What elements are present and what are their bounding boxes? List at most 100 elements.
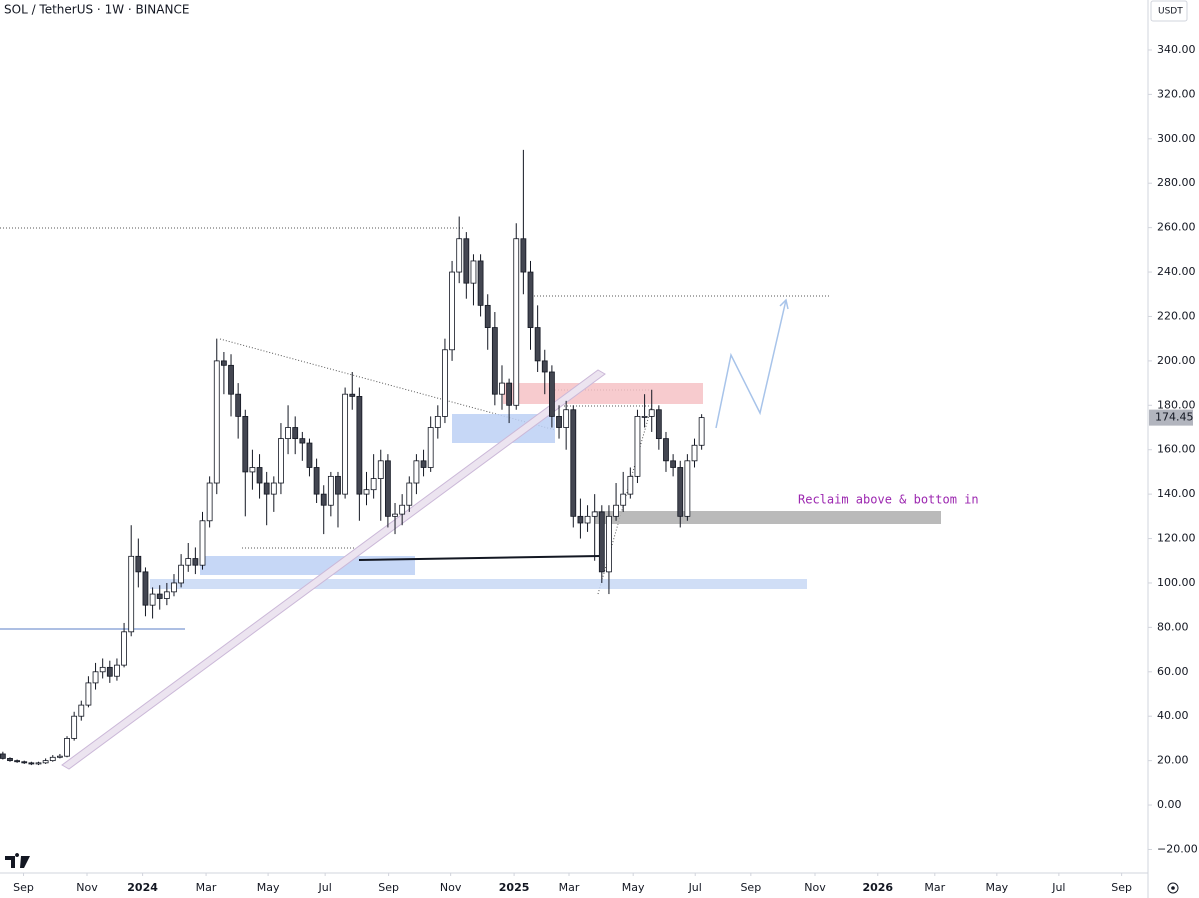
candle-body — [242, 416, 249, 473]
x-tick-label: Nov — [440, 881, 462, 894]
x-tick-label: Jul — [318, 881, 332, 894]
candle-body — [285, 427, 291, 440]
candle-body — [92, 671, 99, 684]
candle-body — [21, 761, 28, 764]
y-tick-label: 200.00 — [1157, 354, 1196, 367]
x-tick-label: Nov — [804, 881, 826, 894]
candle-body — [570, 409, 577, 517]
x-tick-label: Jul — [1051, 881, 1065, 894]
tradingview-logo — [5, 853, 30, 868]
candle-body — [256, 467, 263, 484]
y-tick-label: 220.00 — [1157, 309, 1196, 322]
y-tick-label: 320.00 — [1157, 87, 1196, 100]
x-tick-label: 2025 — [499, 881, 530, 894]
x-tick-label: Nov — [76, 881, 98, 894]
candle-body — [121, 631, 127, 666]
candle-body — [606, 515, 612, 573]
candle-body — [320, 493, 327, 506]
y-tick-label: 280.00 — [1157, 176, 1196, 189]
candle-body — [399, 504, 406, 515]
candle-body — [64, 738, 70, 757]
y-tick-label: 120.00 — [1157, 532, 1196, 545]
candle-body — [377, 460, 384, 479]
settings-icon-dot — [1171, 886, 1175, 890]
axis-unit-box — [1150, 0, 1188, 22]
candle-body — [634, 416, 641, 477]
candle-body — [556, 416, 562, 428]
candle-body — [477, 260, 484, 306]
candle-body — [7, 758, 13, 762]
candle-body — [114, 664, 120, 677]
candle-body — [270, 482, 277, 495]
candle-body — [541, 360, 548, 373]
candle-body — [278, 438, 284, 484]
candle-body — [591, 511, 598, 517]
candle-body — [57, 755, 63, 758]
candle-body — [71, 715, 78, 739]
candle-body — [506, 382, 513, 406]
candle-body — [35, 762, 42, 765]
candle-body — [342, 393, 349, 495]
settings-icon[interactable] — [1167, 882, 1179, 894]
last-price-label: 174.45 — [1155, 411, 1194, 424]
candle-body — [263, 482, 270, 495]
candle-body — [142, 571, 149, 606]
candle-body — [178, 564, 185, 584]
candle-body — [663, 438, 669, 462]
y-tick-label: 160.00 — [1157, 443, 1196, 456]
candle-body — [434, 416, 441, 428]
candle-body — [220, 360, 227, 366]
candle-body — [613, 504, 619, 517]
x-tick-label: 2026 — [862, 881, 893, 894]
candle-body — [327, 475, 334, 506]
candle-body — [427, 427, 434, 468]
candle-body — [78, 704, 85, 717]
candle-body — [484, 304, 491, 328]
candle-body — [292, 427, 299, 440]
candle-body — [228, 364, 234, 395]
x-tick-label: Sep — [13, 881, 34, 894]
candle-body — [641, 416, 648, 418]
candle-body — [577, 515, 584, 524]
candle-body — [449, 271, 455, 351]
candle-body — [42, 760, 49, 764]
candle-body — [513, 238, 520, 406]
x-tick-label: Jul — [688, 881, 702, 894]
x-tick-label: May — [622, 881, 645, 894]
y-tick-label: 240.00 — [1157, 265, 1196, 278]
y-tick-label: 140.00 — [1157, 487, 1196, 500]
candle-body — [171, 582, 177, 593]
candle-body — [520, 238, 527, 273]
candle-body — [456, 238, 463, 273]
candle-body — [463, 238, 470, 284]
y-tick-label: 60.00 — [1157, 665, 1189, 678]
candle-body — [85, 682, 92, 706]
candle-body — [99, 666, 106, 673]
candle-body — [648, 409, 655, 417]
candle-body — [106, 666, 113, 677]
candle-body — [598, 511, 605, 573]
y-tick-label: 80.00 — [1157, 620, 1189, 633]
candle-body — [0, 753, 6, 759]
candles — [0, 149, 705, 766]
x-tick-label: Mar — [196, 881, 217, 894]
y-tick-label: 260.00 — [1157, 221, 1196, 234]
y-tick-label: −20.00 — [1157, 842, 1198, 855]
candle-body — [413, 460, 420, 484]
candle-body — [670, 460, 677, 468]
candle-body — [370, 478, 377, 491]
candle-body — [491, 327, 498, 395]
candle-body — [349, 393, 356, 397]
x-tick-label: Sep — [1111, 881, 1132, 894]
candle-body — [249, 467, 256, 473]
x-tick-label: 2024 — [127, 881, 158, 894]
y-tick-label: 40.00 — [1157, 709, 1189, 722]
candle-body — [698, 417, 705, 446]
candle-body — [185, 558, 192, 566]
candle-body — [356, 396, 363, 495]
x-tick-label: May — [257, 881, 280, 894]
candle-body — [534, 327, 541, 362]
y-tick-label: 300.00 — [1157, 132, 1196, 145]
candle-body — [156, 593, 163, 599]
